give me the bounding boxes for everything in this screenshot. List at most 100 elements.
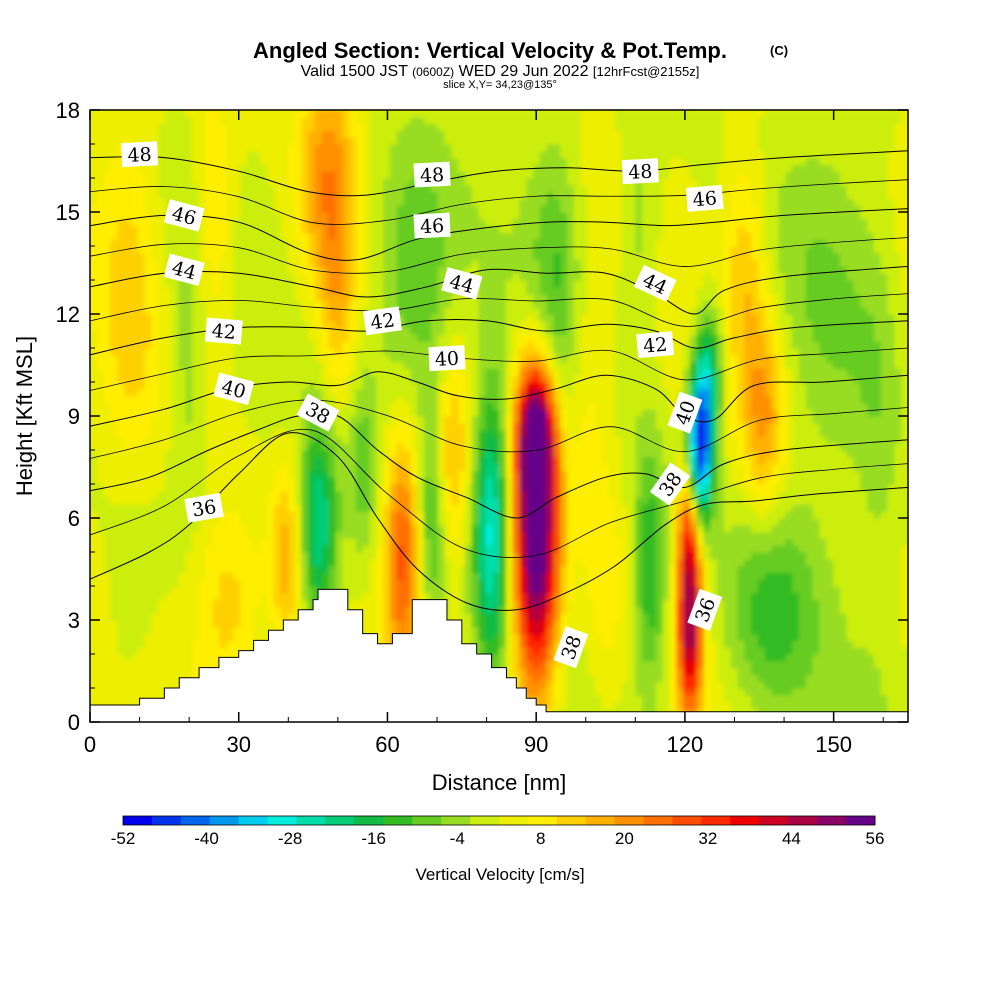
field-cell (437, 497, 446, 505)
field-cell (342, 490, 350, 499)
field-cell (239, 137, 248, 145)
field-cell (335, 259, 343, 267)
field-cell (308, 320, 316, 329)
field-cell (451, 164, 459, 172)
field-cell (444, 334, 452, 342)
field-cell (185, 225, 193, 233)
field-cell (301, 212, 309, 220)
field-cell (246, 538, 255, 546)
field-cell (137, 348, 146, 356)
field-cell (239, 470, 248, 478)
field-cell (260, 497, 268, 505)
field-cell (199, 388, 207, 397)
field-cell (342, 375, 350, 383)
field-cell (301, 191, 309, 199)
field-cell (314, 552, 323, 560)
field-cell (253, 116, 262, 125)
field-cell (178, 558, 187, 567)
field-cell (444, 327, 452, 335)
field-cell (151, 239, 159, 247)
field-cell (90, 246, 98, 254)
field-cell (376, 171, 384, 179)
field-cell (144, 681, 152, 689)
field-cell (219, 558, 227, 567)
field-cell (212, 654, 221, 662)
field-cell (171, 538, 180, 546)
field-cell (376, 477, 384, 485)
field-cell (280, 334, 289, 342)
field-cell (171, 348, 180, 356)
field-cell (219, 592, 227, 601)
field-cell (314, 218, 323, 227)
field-cell (424, 130, 432, 138)
field-cell (430, 198, 439, 206)
field-cell (260, 314, 268, 322)
field-cell (137, 497, 146, 505)
field-cell (151, 558, 159, 567)
field-cell (90, 463, 98, 471)
field-cell (369, 225, 377, 233)
field-cell (260, 558, 268, 567)
field-cell (144, 184, 152, 193)
field-cell (178, 592, 187, 601)
field-cell (267, 225, 275, 233)
field-cell (205, 545, 214, 553)
field-cell (451, 613, 459, 621)
field-cell (158, 388, 166, 397)
field-cell (171, 382, 180, 390)
field-cell (144, 123, 152, 131)
field-cell (389, 409, 398, 417)
field-cell (328, 178, 336, 186)
field-cell (280, 123, 289, 131)
field-cell (464, 545, 473, 553)
field-cell (458, 110, 466, 118)
field-cell (376, 232, 384, 240)
field-cell (124, 178, 132, 186)
field-cell (424, 463, 432, 471)
field-cell (410, 463, 418, 471)
field-cell (458, 171, 466, 179)
field-cell (424, 157, 432, 165)
field-cell (396, 341, 405, 349)
field-cell (267, 280, 275, 288)
field-cell (199, 252, 207, 261)
field-cell (383, 463, 391, 471)
field-cell (90, 552, 98, 560)
field-cell (424, 259, 432, 267)
field-cell (164, 178, 173, 186)
field-cell (253, 524, 262, 533)
field-cell (321, 436, 330, 444)
field-cell (437, 375, 446, 383)
field-cell (280, 456, 289, 465)
field-cell (158, 171, 166, 179)
field-cell (117, 246, 125, 254)
field-cell (239, 110, 248, 118)
field-cell (321, 572, 330, 580)
field-cell (301, 579, 309, 587)
field-cell (362, 368, 371, 376)
field-cell (410, 429, 418, 437)
field-cell (280, 613, 289, 621)
field-cell (355, 212, 364, 220)
field-cell (192, 232, 200, 240)
field-cell (349, 307, 357, 315)
field-cell (424, 443, 432, 451)
field-cell (185, 429, 193, 437)
field-cell (410, 137, 418, 145)
field-cell (158, 490, 166, 499)
field-cell (96, 361, 105, 369)
field-cell (396, 144, 405, 152)
field-cell (274, 531, 282, 539)
field-cell (246, 334, 255, 342)
field-cell (342, 144, 350, 152)
field-cell (226, 137, 234, 145)
field-cell (171, 293, 180, 301)
field-cell (117, 504, 125, 512)
field-cell (328, 259, 336, 267)
field-cell (424, 477, 432, 485)
field-cell (274, 123, 282, 131)
field-cell (355, 490, 364, 499)
field-cell (124, 538, 132, 546)
field-cell (355, 334, 364, 342)
field-cell (274, 409, 282, 417)
